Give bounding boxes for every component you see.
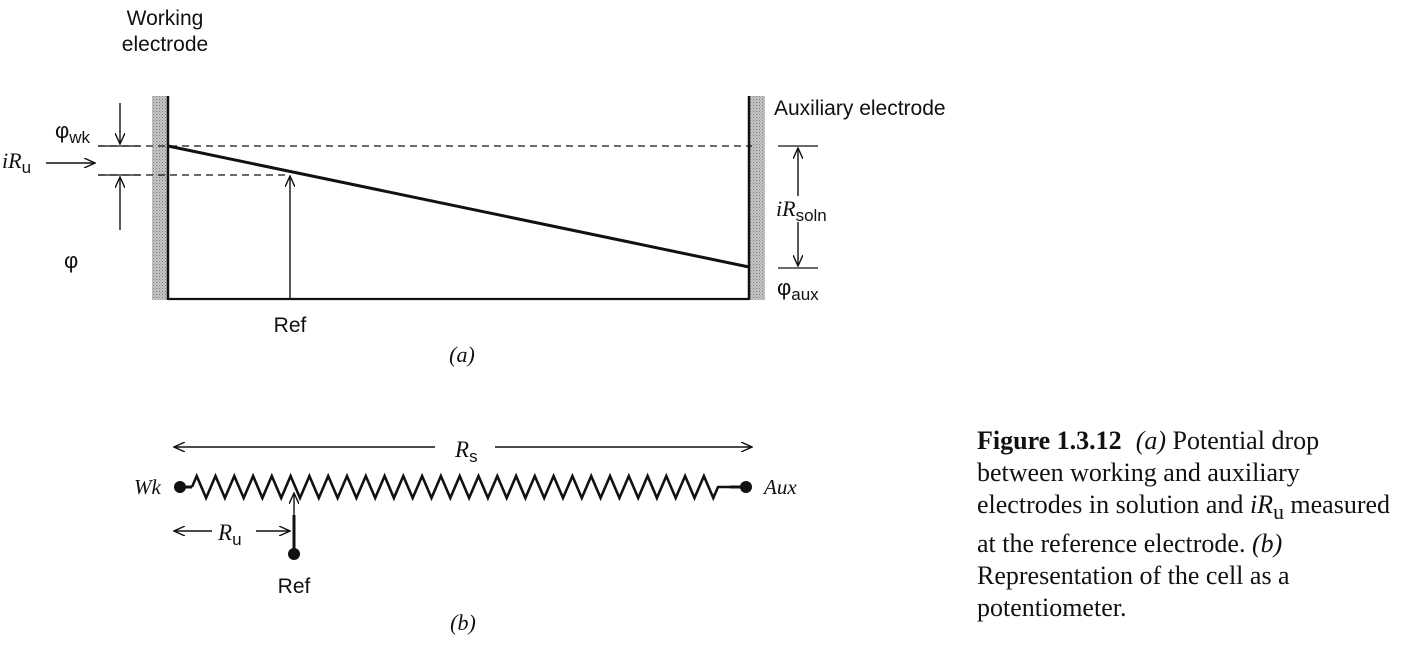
aux-label: Aux (762, 475, 797, 499)
ru-label: Ru (217, 520, 242, 549)
rs-label: Rs (454, 437, 478, 466)
caption-part-b: (b) (1251, 529, 1283, 559)
panel-b: Rs Ru Wk Aux Ref (b) (134, 437, 797, 635)
figure-caption: Figure 1.3.12 (a) Potential drop between … (977, 425, 1397, 624)
working-electrode-hatch (152, 96, 168, 300)
caption-iru-r: R (1257, 490, 1274, 519)
iru-label: iRu (2, 148, 31, 177)
phi-aux-label: φaux (777, 275, 819, 304)
caption-iru-i: i (1249, 490, 1258, 519)
caption-number: Figure 1.3.12 (977, 426, 1122, 455)
panel-b-label: (b) (450, 610, 476, 635)
wk-label: Wk (134, 475, 161, 499)
caption-text-a: Potential drop between working and auxil… (977, 426, 1320, 519)
potential-drop-line (167, 144, 750, 269)
ref-label-a: Ref (274, 314, 307, 337)
auxiliary-electrode-label: Auxiliary electrode (774, 97, 946, 120)
iRsoln-label: iRsoln (776, 196, 827, 225)
caption-part-a: (a) (1135, 426, 1167, 455)
caption-text-a2: measured at the reference electrode. (977, 490, 1391, 559)
ref-terminal (288, 548, 300, 560)
ref-label-b: Ref (278, 575, 311, 598)
phi-label: φ (64, 248, 78, 273)
panel-a: Working electrode Auxiliary electrode φw… (2, 7, 946, 367)
aux-terminal (740, 481, 752, 493)
working-electrode-label-2: electrode (122, 33, 208, 56)
auxiliary-electrode-hatch (749, 96, 765, 300)
panel-a-label: (a) (449, 342, 475, 367)
resistor-zigzag (190, 472, 730, 502)
phi-wk-label: φwk (55, 118, 91, 147)
working-electrode-label-1: Working (127, 7, 204, 30)
caption-iru-sub: u (1273, 500, 1284, 525)
caption-text-b: Representation of the cell as a potentio… (977, 561, 1290, 623)
